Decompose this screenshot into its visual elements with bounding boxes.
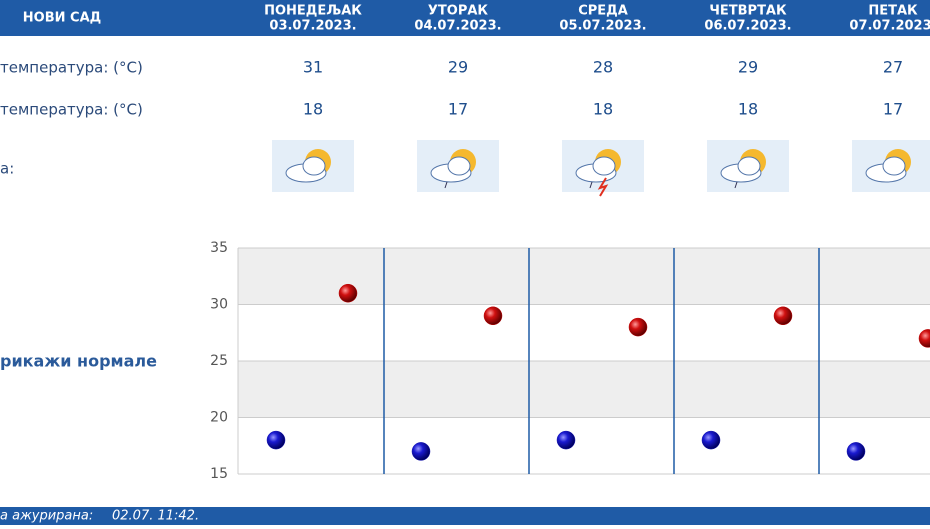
max-temp: 31 (303, 58, 323, 77)
min-temp: 18 (738, 100, 758, 119)
y-tick-label: 25 (210, 353, 228, 369)
weather-icon (417, 140, 499, 192)
icon-rain (734, 181, 738, 189)
y-tick-label: 35 (210, 240, 228, 256)
footer-label: а ажурирана: (0, 509, 93, 524)
temp-point (338, 283, 358, 303)
icon-cloud (592, 156, 616, 176)
day-date: 05.07.2023. (559, 19, 646, 34)
icon-cloud (882, 156, 906, 176)
icon-cloud (447, 156, 471, 176)
temp-point (918, 329, 930, 348)
temp-point (266, 430, 286, 450)
icon-label: а: (0, 160, 14, 178)
day-date: 06.07.2023. (704, 19, 791, 34)
temp-point (701, 430, 721, 450)
grid-band (238, 361, 930, 418)
y-tick-label: 20 (210, 410, 228, 426)
max-temp: 27 (883, 58, 903, 77)
icon-bolt (597, 177, 609, 197)
max-label: температура: (°C) (0, 59, 143, 77)
max-temp: 28 (593, 58, 613, 77)
day-name: ПОНЕДЕЉАК (264, 4, 362, 19)
icon-rain (444, 181, 448, 189)
min-temp: 17 (448, 100, 468, 119)
day-name: УТОРАК (428, 4, 489, 19)
day-name: СРЕДА (578, 4, 628, 19)
temp-point (556, 430, 576, 450)
temp-point (773, 306, 793, 326)
day-name: ЧЕТВРТАК (709, 4, 787, 19)
max-temp: 29 (448, 58, 468, 77)
weather-icon (562, 140, 644, 197)
temp-point (411, 442, 431, 461)
weather-icon (272, 140, 354, 192)
day-date: 07.07.2023. (849, 19, 930, 34)
y-tick-label: 15 (210, 466, 228, 482)
temp-point (483, 306, 503, 326)
icon-rain (589, 181, 593, 189)
day-date: 04.07.2023. (414, 19, 501, 34)
normals-link[interactable]: рикажи нормале (0, 352, 157, 371)
y-tick-label: 30 (210, 297, 228, 313)
min-temp: 18 (593, 100, 613, 119)
weather-icon (707, 140, 789, 192)
temp-point (628, 317, 648, 337)
footer-bar (0, 507, 930, 525)
weather-icon (852, 140, 930, 192)
icon-cloud (302, 156, 326, 176)
day-date: 03.07.2023. (269, 19, 356, 34)
city-title: НОВИ САД (23, 11, 101, 26)
icon-cloud (737, 156, 761, 176)
max-temp: 29 (738, 58, 758, 77)
footer-value: 02.07. 11:42. (112, 509, 199, 524)
min-label: температура: (°C) (0, 101, 143, 119)
min-temp: 18 (303, 100, 323, 119)
min-temp: 17 (883, 100, 903, 119)
header-bar (0, 0, 930, 36)
day-name: ПЕТАК (868, 4, 918, 19)
temp-point (846, 442, 866, 461)
